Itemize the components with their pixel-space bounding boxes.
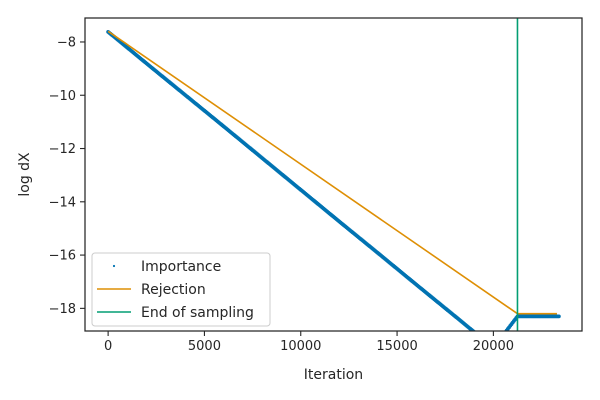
x-tick-label: 5000	[188, 339, 221, 354]
x-tick-label: 20000	[473, 339, 514, 354]
legend-label-end-of-sampling: End of sampling	[141, 305, 254, 321]
importance-point	[556, 314, 561, 319]
x-tick-label: 0	[104, 339, 112, 354]
y-tick-label: −10	[49, 89, 76, 104]
y-axis-title: log dX	[17, 152, 33, 197]
y-tick-label: −8	[57, 35, 76, 50]
plot-frame	[84, 17, 583, 332]
legend-marker-importance	[112, 264, 116, 268]
legend-label-rejection: Rejection	[141, 282, 206, 298]
y-tick-label: −12	[49, 142, 76, 157]
x-tick-label: 10000	[280, 339, 321, 354]
x-axis-title: Iteration	[304, 367, 363, 383]
legend-box	[91, 252, 271, 327]
x-tick-label: 15000	[376, 339, 417, 354]
plot-area	[106, 18, 561, 331]
y-tick-label: −14	[49, 195, 76, 210]
y-tick-label: −16	[49, 249, 76, 264]
legend: Importance Rejection End of sampling	[91, 252, 271, 327]
series-importance	[106, 29, 561, 331]
legend-label-importance: Importance	[141, 259, 221, 275]
y-tick-label: −18	[49, 302, 76, 317]
